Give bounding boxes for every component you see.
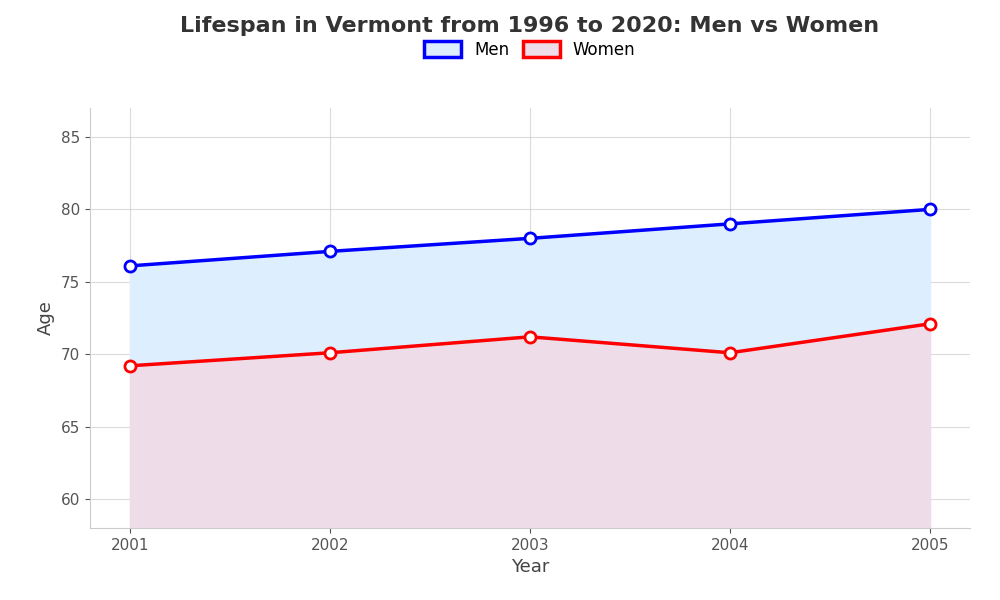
X-axis label: Year: Year [511, 558, 549, 576]
Y-axis label: Age: Age [37, 301, 55, 335]
Legend: Men, Women: Men, Women [424, 41, 636, 59]
Title: Lifespan in Vermont from 1996 to 2020: Men vs Women: Lifespan in Vermont from 1996 to 2020: M… [180, 16, 880, 35]
